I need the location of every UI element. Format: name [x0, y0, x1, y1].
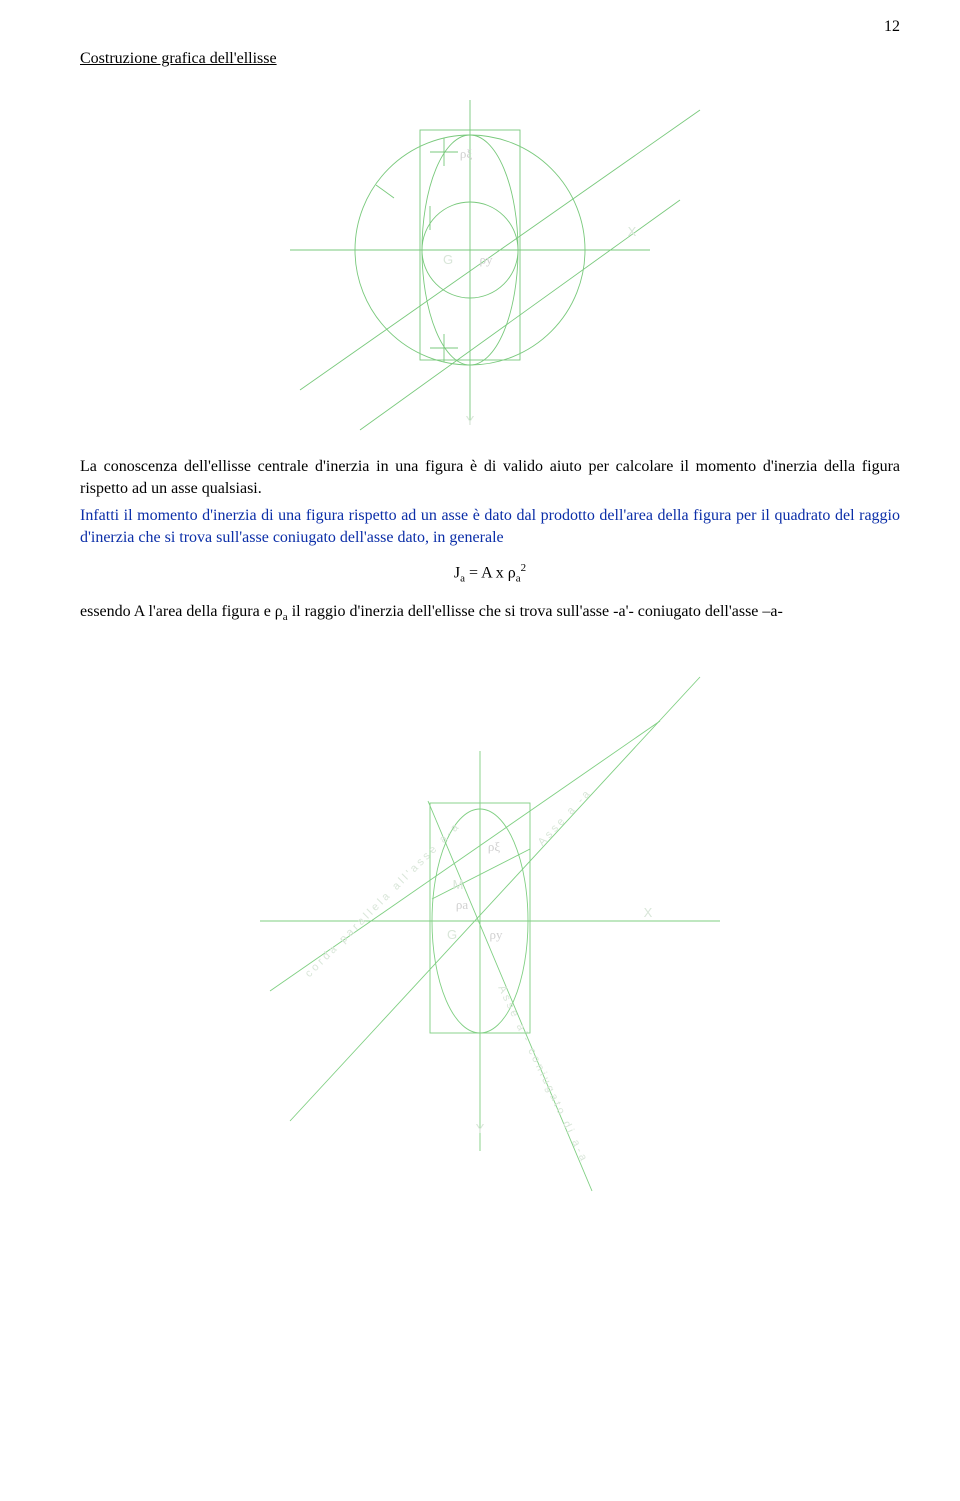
- svg-text:G: G: [443, 252, 453, 267]
- paragraph-2: Infatti il momento d'inerzia di una figu…: [80, 505, 900, 548]
- svg-text:Y: Y: [476, 1121, 485, 1136]
- formula: Ja = A x ρa2: [80, 562, 900, 585]
- svg-text:Asse a -a: Asse a -a: [536, 786, 595, 848]
- svg-text:G: G: [447, 927, 457, 942]
- paragraph-3: essendo A l'area della figura e ρa il ra…: [80, 601, 900, 625]
- svg-text:Asse a'- coniugato di a-a: Asse a'- coniugato di a-a: [495, 983, 590, 1165]
- section-heading: Costruzione grafica dell'ellisse: [80, 50, 900, 68]
- svg-text:X: X: [644, 905, 653, 920]
- svg-text:ρy: ρy: [480, 252, 493, 267]
- svg-text:Y: Y: [466, 413, 475, 428]
- svg-text:ρy: ρy: [490, 927, 503, 942]
- svg-text:corda parallela all'asse a-a: corda parallela all'asse a-a: [303, 819, 463, 979]
- svg-text:ρξ: ρξ: [460, 146, 472, 161]
- figure-1: X Y Gρξ ρy: [80, 80, 900, 440]
- svg-text:X: X: [628, 224, 637, 239]
- paragraph-1: La conoscenza dell'ellisse centrale d'in…: [80, 456, 900, 499]
- page-content: Costruzione grafica dell'ellisse X Y Gρξ ρy…: [0, 0, 960, 1257]
- figure-2: XYGMρξρaρycorda parallela all'asse a-aAs…: [80, 631, 900, 1201]
- figure-1-svg: X Y Gρξ ρy: [270, 80, 710, 440]
- svg-text:ρa: ρa: [456, 897, 468, 912]
- page-number: 12: [884, 18, 900, 36]
- figure-2-svg: XYGMρξρaρycorda parallela all'asse a-aAs…: [230, 631, 750, 1201]
- svg-text:M: M: [453, 877, 464, 892]
- svg-text:ρξ: ρξ: [488, 839, 500, 854]
